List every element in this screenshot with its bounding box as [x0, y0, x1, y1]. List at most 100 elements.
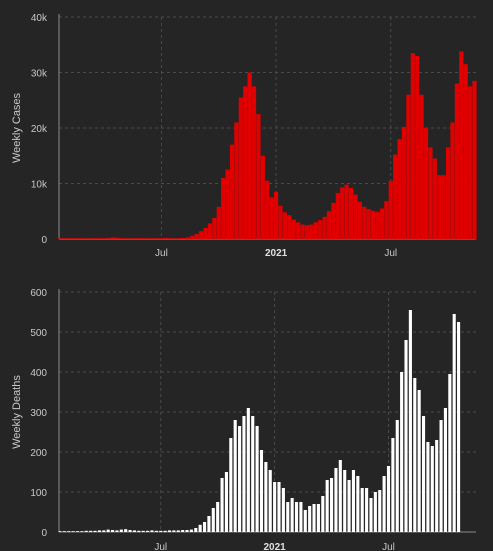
bar[interactable]	[124, 238, 129, 239]
bar[interactable]	[194, 528, 198, 532]
bar[interactable]	[62, 531, 66, 532]
bar[interactable]	[291, 219, 296, 239]
bar[interactable]	[256, 114, 261, 239]
bar[interactable]	[287, 215, 292, 239]
bar[interactable]	[265, 180, 270, 239]
bar[interactable]	[221, 177, 226, 239]
bar[interactable]	[391, 438, 395, 532]
bar[interactable]	[408, 310, 412, 532]
bar[interactable]	[330, 478, 334, 532]
bar[interactable]	[303, 510, 307, 532]
bar[interactable]	[338, 460, 342, 532]
bar[interactable]	[356, 476, 360, 532]
bar[interactable]	[124, 529, 128, 532]
bar[interactable]	[360, 488, 364, 532]
bar[interactable]	[67, 531, 71, 532]
bar[interactable]	[322, 216, 327, 239]
bar[interactable]	[321, 496, 325, 532]
bar[interactable]	[299, 502, 303, 532]
bar[interactable]	[176, 238, 182, 239]
bar[interactable]	[413, 378, 417, 532]
bar[interactable]	[141, 238, 146, 239]
bar[interactable]	[435, 440, 439, 532]
bar[interactable]	[79, 238, 85, 239]
bar[interactable]	[128, 238, 133, 239]
bar[interactable]	[97, 530, 101, 532]
bar[interactable]	[84, 530, 88, 532]
bar[interactable]	[353, 194, 358, 239]
bar[interactable]	[437, 175, 442, 239]
bar[interactable]	[190, 235, 195, 239]
bar[interactable]	[233, 420, 237, 532]
bar[interactable]	[251, 86, 257, 239]
bar[interactable]	[159, 238, 164, 239]
bar[interactable]	[371, 210, 376, 239]
bar[interactable]	[154, 238, 160, 239]
bar[interactable]	[181, 530, 185, 532]
bar[interactable]	[445, 147, 451, 239]
bar[interactable]	[189, 529, 193, 532]
bar[interactable]	[75, 531, 80, 532]
bar[interactable]	[366, 209, 371, 239]
bar[interactable]	[150, 238, 155, 239]
bar[interactable]	[66, 238, 71, 239]
bar[interactable]	[119, 529, 123, 532]
bar[interactable]	[386, 466, 391, 532]
bar[interactable]	[400, 372, 404, 532]
bar[interactable]	[247, 72, 252, 240]
bar[interactable]	[441, 175, 446, 239]
bar[interactable]	[251, 416, 255, 532]
bar[interactable]	[89, 530, 93, 532]
bar[interactable]	[472, 80, 477, 239]
bar[interactable]	[110, 237, 116, 239]
bar[interactable]	[286, 502, 290, 532]
bar[interactable]	[428, 147, 433, 239]
bar[interactable]	[185, 237, 190, 239]
bar[interactable]	[277, 482, 281, 532]
bar[interactable]	[137, 530, 141, 532]
bar[interactable]	[415, 55, 420, 239]
bar[interactable]	[115, 530, 119, 532]
bar[interactable]	[417, 390, 421, 532]
bar[interactable]	[457, 322, 461, 532]
bar[interactable]	[343, 470, 347, 532]
bar[interactable]	[300, 224, 305, 239]
bar[interactable]	[115, 237, 120, 239]
bar[interactable]	[132, 530, 137, 532]
bar[interactable]	[463, 64, 468, 239]
bar[interactable]	[312, 504, 316, 532]
bar[interactable]	[93, 238, 98, 239]
bar[interactable]	[102, 238, 107, 239]
bar[interactable]	[410, 53, 415, 240]
bar[interactable]	[75, 238, 80, 239]
bar[interactable]	[430, 446, 434, 532]
bar[interactable]	[146, 238, 151, 239]
bar[interactable]	[211, 508, 215, 532]
bar[interactable]	[163, 237, 168, 239]
bar[interactable]	[207, 516, 211, 532]
bar[interactable]	[443, 408, 447, 532]
bar[interactable]	[80, 531, 84, 532]
bar[interactable]	[419, 94, 424, 239]
bar[interactable]	[255, 426, 259, 532]
bar[interactable]	[199, 231, 204, 239]
bar[interactable]	[384, 201, 389, 239]
bar[interactable]	[282, 212, 288, 239]
bar[interactable]	[326, 211, 332, 239]
bar[interactable]	[278, 205, 283, 239]
bar[interactable]	[395, 420, 399, 532]
bar[interactable]	[344, 184, 349, 239]
bar[interactable]	[159, 530, 163, 532]
bar[interactable]	[357, 201, 362, 239]
bar[interactable]	[450, 122, 455, 239]
bar[interactable]	[423, 128, 429, 239]
bar[interactable]	[260, 155, 265, 239]
bar[interactable]	[198, 524, 202, 532]
bar[interactable]	[58, 531, 62, 532]
bar[interactable]	[397, 139, 402, 239]
bar[interactable]	[203, 227, 208, 239]
bar[interactable]	[468, 86, 473, 239]
bar[interactable]	[334, 468, 338, 532]
bar[interactable]	[313, 222, 318, 239]
bar[interactable]	[273, 482, 277, 532]
